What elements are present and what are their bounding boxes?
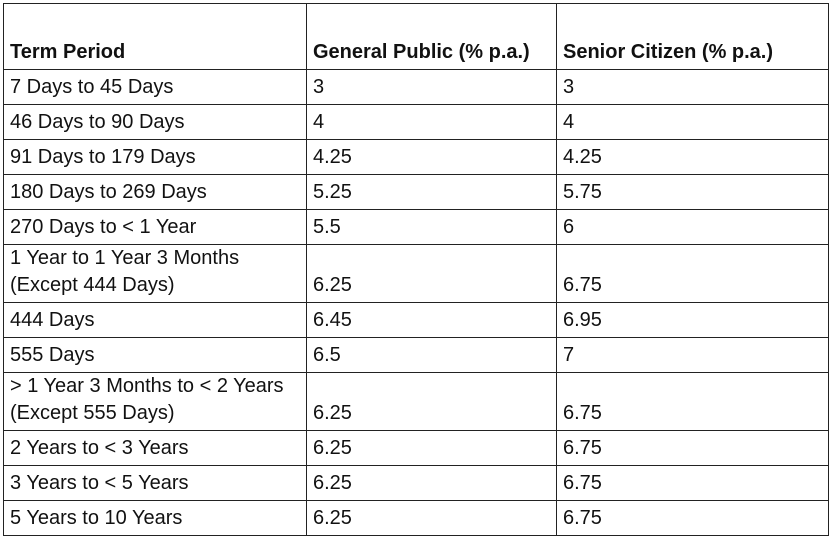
rate-cell: 3 <box>306 69 557 105</box>
table-row: > 1 Year 3 Months to < 2 Years (Except 5… <box>3 372 829 431</box>
table-row: 2 Years to < 3 Years 6.25 6.75 <box>3 430 829 466</box>
rate-cell: 3 <box>556 69 829 105</box>
term-cell: 180 Days to 269 Days <box>3 174 307 210</box>
rate-cell: 6.25 <box>306 430 557 466</box>
rate-cell: 6.95 <box>556 302 829 338</box>
rate-cell: 6.75 <box>556 372 829 431</box>
term-cell: > 1 Year 3 Months to < 2 Years (Except 5… <box>3 372 307 431</box>
term-cell: 7 Days to 45 Days <box>3 69 307 105</box>
rate-cell: 4.25 <box>306 139 557 175</box>
term-cell: 1 Year to 1 Year 3 Months (Except 444 Da… <box>3 244 307 303</box>
header-row: Term Period General Public (% p.a.) Senior… <box>3 3 829 70</box>
rate-cell: 6.75 <box>556 465 829 501</box>
table-row: 555 Days 6.5 7 <box>3 337 829 373</box>
rate-cell: 6.75 <box>556 430 829 466</box>
table-row: 444 Days 6.45 6.95 <box>3 302 829 338</box>
rate-cell: 4 <box>556 104 829 140</box>
table-row: 5 Years to 10 Years 6.25 6.75 <box>3 500 829 536</box>
rates-table: Term Period General Public (% p.a.) Senior… <box>3 3 829 536</box>
rate-cell: 6.25 <box>306 465 557 501</box>
rate-cell: 6.25 <box>306 244 557 303</box>
term-cell: 91 Days to 179 Days <box>3 139 307 175</box>
header-cell: Term Period <box>3 3 307 70</box>
rate-cell: 6.45 <box>306 302 557 338</box>
term-cell: 555 Days <box>3 337 307 373</box>
rate-cell: 5.25 <box>306 174 557 210</box>
term-cell: 46 Days to 90 Days <box>3 104 307 140</box>
table-row: 7 Days to 45 Days 3 3 <box>3 69 829 105</box>
term-cell: 3 Years to < 5 Years <box>3 465 307 501</box>
table-row: 270 Days to < 1 Year 5.5 6 <box>3 209 829 245</box>
rate-cell: 6.25 <box>306 372 557 431</box>
rate-cell: 5.75 <box>556 174 829 210</box>
header-cell: Senior Citizen (% p.a.) <box>556 3 829 70</box>
rate-cell: 6.75 <box>556 244 829 303</box>
page: Term Period General Public (% p.a.) Senior… <box>0 3 831 546</box>
rate-cell: 4.25 <box>556 139 829 175</box>
rate-cell: 6 <box>556 209 829 245</box>
table-row: 46 Days to 90 Days 4 4 <box>3 104 829 140</box>
rate-cell: 5.5 <box>306 209 557 245</box>
term-cell: 270 Days to < 1 Year <box>3 209 307 245</box>
term-cell: 444 Days <box>3 302 307 338</box>
term-cell: 2 Years to < 3 Years <box>3 430 307 466</box>
rate-cell: 6.25 <box>306 500 557 536</box>
rate-cell: 6.5 <box>306 337 557 373</box>
rate-cell: 4 <box>306 104 557 140</box>
rate-cell: 7 <box>556 337 829 373</box>
table-row: 1 Year to 1 Year 3 Months (Except 444 Da… <box>3 244 829 303</box>
table-row: 180 Days to 269 Days 5.25 5.75 <box>3 174 829 210</box>
table-row: 91 Days to 179 Days 4.25 4.25 <box>3 139 829 175</box>
rate-cell: 6.75 <box>556 500 829 536</box>
table-row: 3 Years to < 5 Years 6.25 6.75 <box>3 465 829 501</box>
header-cell: General Public (% p.a.) <box>306 3 557 70</box>
term-cell: 5 Years to 10 Years <box>3 500 307 536</box>
